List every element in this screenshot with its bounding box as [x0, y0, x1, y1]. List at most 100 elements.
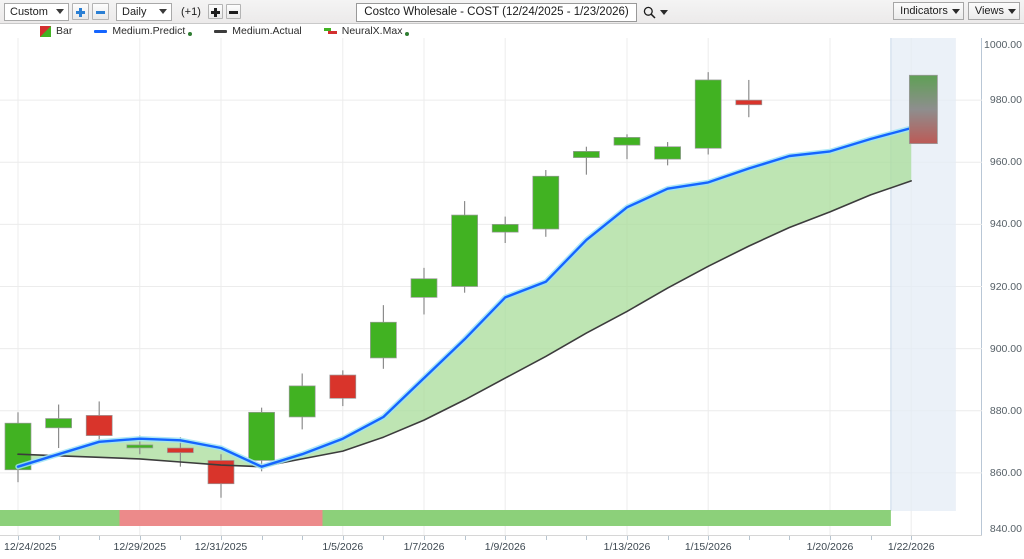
candlestick[interactable]	[654, 142, 681, 166]
price-tick-label: 1000.00	[984, 39, 1022, 51]
legend-item-label: NeuralX.Max	[341, 25, 403, 37]
chevron-down-icon	[659, 9, 668, 15]
bars-offset-label: (+1)	[181, 5, 201, 18]
symbol-title-field[interactable]: Costco Wholesale - COST (12/24/2025 - 1/…	[356, 2, 637, 22]
candlestick[interactable]	[207, 454, 235, 498]
date-axis-tick	[586, 536, 588, 540]
candle-body	[126, 444, 154, 449]
candle-body	[532, 175, 560, 230]
date-axis-tick	[180, 536, 182, 540]
date-tick-label: 1/9/2026	[484, 541, 526, 553]
candlestick[interactable]	[613, 134, 641, 160]
legend-item-bar[interactable]: Bar	[40, 25, 72, 37]
date-tick-label: 12/24/2025	[4, 541, 57, 553]
candle-body	[491, 224, 519, 233]
date-axis-tick	[302, 536, 304, 540]
date-tick-label: 1/22/2026	[887, 541, 935, 553]
date-tick-label: 1/5/2026	[322, 541, 364, 553]
legend-item-label: Medium.Predict	[112, 25, 186, 37]
date-axis-tick	[789, 536, 791, 540]
zoom-out-button[interactable]	[92, 3, 109, 20]
date-axis-tick	[708, 536, 710, 540]
sentiment-strip-segment-down[interactable]	[119, 510, 323, 526]
toolbar-right-group: Indicators Views	[893, 2, 1020, 20]
candle-body	[654, 146, 681, 160]
offset-increase-button[interactable]	[207, 4, 223, 19]
date-axis-tick	[18, 536, 19, 540]
date-axis[interactable]: 12/24/2025 12/29/2025 12/31/2025 1/5/2026 1/…	[0, 535, 982, 559]
legend-item-medium-actual[interactable]: Medium.Actual	[214, 25, 302, 37]
candlestick[interactable]	[694, 72, 722, 155]
title-area: Costco Wholesale - COST (12/24/2025 - 1/…	[0, 2, 1024, 22]
date-axis-tick	[911, 536, 913, 540]
date-axis-tick	[627, 536, 628, 540]
range-select[interactable]: Custom	[4, 2, 69, 21]
legend-status-dot	[405, 32, 410, 36]
candlestick[interactable]	[370, 305, 397, 369]
price-tick-label: 860.00	[989, 466, 1022, 479]
chart-plot-area[interactable]	[0, 38, 982, 535]
candlestick[interactable]	[248, 407, 275, 472]
price-axis[interactable]: 1000.00 980.00 960.00 940.00 920.00 900.00 880…	[982, 38, 1024, 535]
interval-select-value: Daily	[122, 5, 147, 18]
zoom-in-button[interactable]	[72, 3, 89, 20]
price-tick-label: 840.00	[989, 523, 1022, 535]
legend-item-label: Bar	[56, 25, 73, 37]
candlestick[interactable]	[288, 373, 316, 430]
sentiment-strip-segment-up[interactable]	[0, 510, 120, 526]
candlestick[interactable]	[410, 267, 438, 315]
date-tick-label: 1/7/2026	[403, 541, 445, 553]
chevron-down-icon	[951, 8, 960, 14]
chevron-down-icon	[56, 9, 64, 14]
date-axis-tick	[870, 536, 872, 540]
bar-swatch-icon	[40, 25, 51, 37]
candle-body	[207, 460, 235, 485]
legend-item-neuralx-max[interactable]: NeuralX.Max	[323, 25, 410, 37]
interval-select[interactable]: Daily	[116, 2, 172, 21]
date-axis-tick	[221, 536, 222, 540]
candlestick[interactable]	[45, 404, 72, 449]
candle-body	[451, 214, 478, 287]
candlestick[interactable]	[85, 401, 113, 444]
date-axis-tick	[383, 536, 385, 540]
medium-predict-line	[16, 126, 913, 468]
candlestick[interactable]	[451, 201, 478, 293]
date-axis-tick	[505, 536, 507, 540]
candle-body	[329, 374, 357, 399]
candle-body	[288, 385, 316, 418]
price-tick-label: 960.00	[989, 156, 1022, 169]
date-tick-label: 1/20/2026	[806, 541, 854, 553]
candle-body	[85, 415, 113, 436]
views-button[interactable]: Views	[967, 2, 1020, 20]
neuralx-swatch-icon	[323, 27, 337, 35]
search-icon[interactable]	[643, 6, 668, 19]
candlestick[interactable]	[329, 370, 357, 407]
candle-body	[694, 79, 722, 149]
candle-body	[167, 447, 194, 454]
chevron-down-icon	[159, 9, 167, 14]
line-swatch-icon	[94, 29, 108, 33]
candlestick[interactable]	[491, 216, 519, 244]
offset-decrease-button[interactable]	[225, 4, 241, 19]
medium-actual-line	[17, 180, 913, 468]
candlestick[interactable]	[4, 412, 32, 483]
sentiment-strip-segment-up[interactable]	[322, 510, 891, 526]
indicators-button[interactable]: Indicators	[893, 2, 964, 20]
legend-item-medium-predict[interactable]: Medium.Predict	[94, 25, 193, 37]
date-axis-tick	[464, 536, 466, 540]
price-tick-label: 920.00	[989, 280, 1022, 293]
candlestick[interactable]	[573, 146, 600, 175]
date-axis-tick	[58, 536, 60, 540]
candle-body	[410, 278, 438, 298]
legend-status-dot	[188, 32, 193, 36]
price-tick-label: 880.00	[989, 404, 1022, 417]
candlestick[interactable]	[532, 170, 560, 237]
main-toolbar: Custom Daily (+1) Costco Wholesale - COS…	[0, 0, 1024, 24]
date-axis-tick	[424, 536, 425, 540]
neuralx-max-forecast-bar[interactable]	[908, 74, 938, 145]
date-axis-tick	[99, 536, 101, 540]
line-swatch-icon	[214, 29, 228, 33]
date-tick-label: 1/13/2026	[603, 541, 651, 553]
candlestick[interactable]	[735, 79, 763, 118]
